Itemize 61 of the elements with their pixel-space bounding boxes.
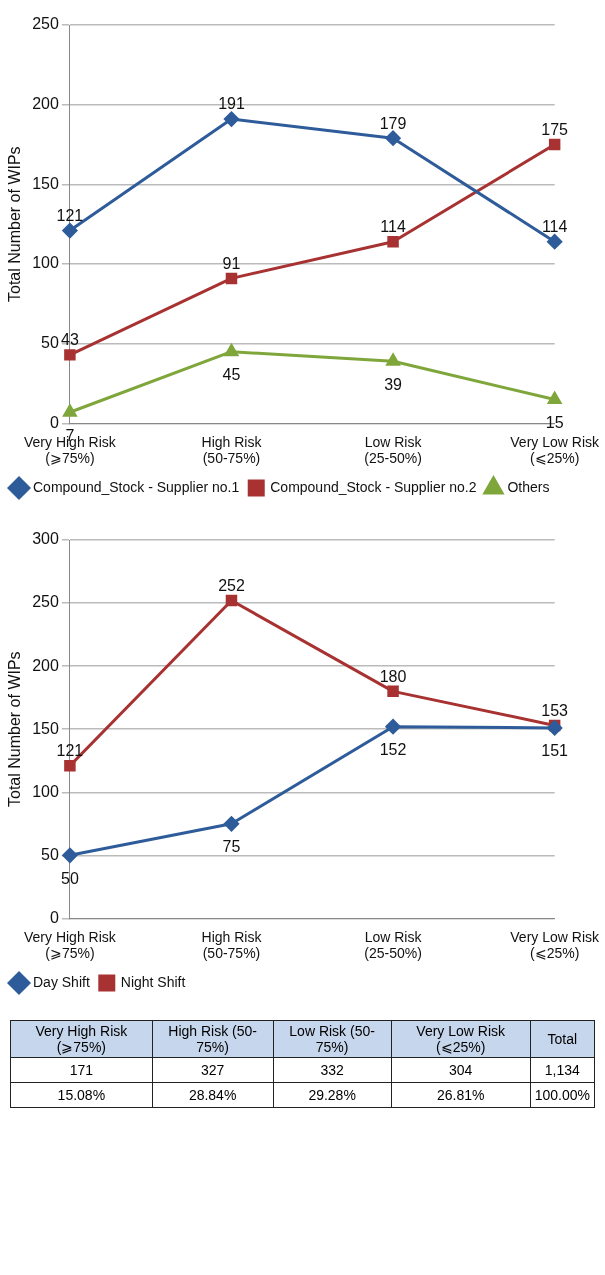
- legend-label: Compound_Stock - Supplier no.2: [270, 478, 477, 495]
- y-tick-label: 250: [32, 593, 59, 611]
- data-label: 175: [541, 120, 569, 138]
- data-label: 171: [10, 1057, 153, 1083]
- category-label: Very High Risk (⩾75%): [10, 1020, 153, 1058]
- data-label: 43: [61, 331, 79, 349]
- data-label: 26.81%: [391, 1082, 531, 1108]
- data-label: 121: [56, 206, 84, 224]
- y-tick-label: 200: [32, 656, 59, 674]
- y-axis-title: Total Number of WIPs: [6, 651, 24, 807]
- y-axis-title: Total Number of WIPs: [6, 146, 24, 302]
- data-label: 179: [379, 114, 407, 132]
- data-label: 1,134: [530, 1057, 595, 1083]
- y-tick-label: 250: [32, 15, 59, 33]
- y-tick-label: 150: [32, 719, 59, 737]
- y-tick-label: 0: [49, 908, 59, 926]
- x-tick-label: Low Risk (25-50%): [364, 928, 423, 962]
- data-label: 153: [541, 701, 569, 719]
- y-tick-label: 100: [32, 254, 59, 272]
- x-tick-label: High Risk (50-75%): [201, 433, 263, 467]
- data-label: 121: [56, 742, 84, 760]
- x-tick-label: High Risk (50-75%): [201, 928, 263, 962]
- legend-label: Day Shift: [33, 973, 90, 990]
- data-label: 15.08%: [10, 1082, 153, 1108]
- x-tick-label: Low Risk (25-50%): [364, 433, 423, 467]
- y-tick-label: 100: [32, 782, 59, 800]
- data-label: 15: [545, 413, 564, 431]
- x-tick-label: Very High Risk (⩾75%): [23, 928, 117, 962]
- data-label: 304: [391, 1057, 531, 1083]
- data-label: 50: [61, 869, 79, 887]
- data-label: 252: [218, 576, 245, 594]
- legend-label: Others: [507, 478, 550, 495]
- data-label: 28.84%: [152, 1082, 274, 1108]
- y-tick-label: 200: [32, 95, 59, 113]
- data-label: 29.28%: [273, 1082, 392, 1108]
- data-label: 114: [541, 218, 568, 236]
- category-label: Low Risk (50-75%): [273, 1020, 392, 1058]
- y-tick-label: 50: [41, 845, 59, 863]
- x-tick-label: Very Low Risk (⩽25%): [510, 928, 600, 962]
- y-tick-label: 0: [49, 413, 59, 431]
- y-tick-label: 150: [32, 174, 59, 192]
- data-label: 152: [379, 741, 407, 759]
- data-label: 45: [222, 366, 241, 384]
- legend-label: Night Shift: [120, 973, 186, 990]
- data-label: 332: [273, 1057, 392, 1083]
- category-label: High Risk (50-75%): [152, 1020, 274, 1058]
- data-label: 91: [222, 254, 241, 272]
- data-label: 100.00%: [530, 1082, 595, 1108]
- data-label: 114: [380, 218, 406, 236]
- data-label: 151: [541, 742, 569, 760]
- data-label: 180: [379, 667, 407, 685]
- data-label: 39: [384, 375, 403, 393]
- data-label: 75: [222, 838, 241, 856]
- data-label: 327: [152, 1057, 274, 1083]
- data-label: 191: [218, 95, 245, 113]
- category-label: Very Low Risk (⩽25%): [391, 1020, 531, 1058]
- category-label: Total: [530, 1020, 595, 1058]
- x-tick-label: Very Low Risk (⩽25%): [510, 433, 600, 467]
- y-tick-label: 300: [32, 530, 59, 548]
- legend-label: Compound_Stock - Supplier no.1: [33, 478, 240, 495]
- y-tick-label: 50: [41, 334, 59, 352]
